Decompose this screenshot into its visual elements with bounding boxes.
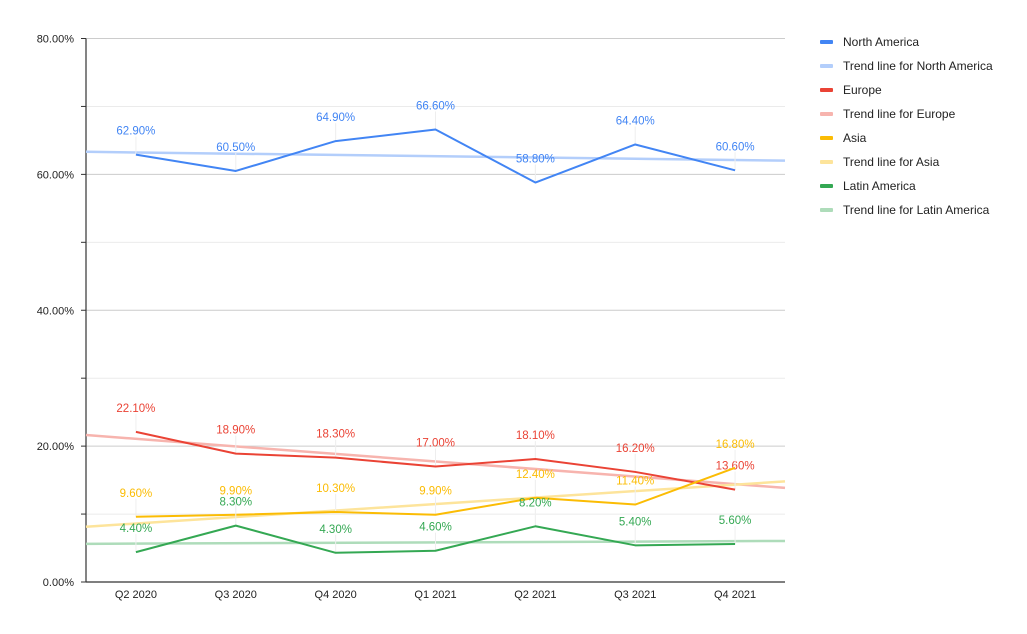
legend-swatch bbox=[820, 40, 833, 44]
series-europe: 22.10%18.90% 18.30%17.00%18.10%16.20%13.6… bbox=[116, 403, 755, 491]
legend-label: Trend line for Latin America bbox=[843, 203, 990, 217]
legend-item[interactable]: Trend line for Europe bbox=[820, 102, 993, 126]
legend-swatch bbox=[820, 208, 833, 212]
series-line-latin-america bbox=[135, 524, 736, 554]
data-label: 22.10% bbox=[116, 403, 155, 415]
data-label: 64.90% bbox=[316, 112, 355, 124]
legend-label: Trend line for Europe bbox=[843, 107, 956, 121]
legend-item[interactable]: North America bbox=[820, 30, 993, 54]
data-label: 18.10% bbox=[516, 430, 555, 442]
data-label: 64.40% bbox=[616, 115, 655, 127]
data-label: 5.40% bbox=[619, 516, 652, 528]
y-tick-label: 40.00% bbox=[37, 305, 75, 317]
data-label: 4.40% bbox=[120, 523, 153, 535]
data-label: 9.90% bbox=[419, 486, 452, 498]
x-tick-label: Q3 2020 bbox=[215, 589, 257, 601]
x-tick-label: Q1 2021 bbox=[414, 589, 456, 601]
x-tick-label: Q3 2021 bbox=[614, 589, 656, 601]
data-label: 58.80% bbox=[516, 154, 555, 166]
legend-label: Trend line for North America bbox=[843, 59, 993, 73]
y-tick-label: 20.00% bbox=[37, 441, 75, 453]
data-label: 5.60% bbox=[719, 515, 752, 527]
data-label: 9.60% bbox=[120, 488, 153, 500]
legend-item[interactable]: Trend line for Latin America bbox=[820, 198, 993, 222]
series-asia: 9.60% 9.90% 10.30% 9.90% 12.40% 11.40% 16.80% bbox=[120, 439, 755, 518]
data-label: 62.90% bbox=[116, 126, 155, 138]
legend-swatch bbox=[820, 112, 833, 116]
x-tick-label: Q4 2021 bbox=[714, 589, 756, 601]
legend-swatch bbox=[820, 136, 833, 140]
series-line-europe bbox=[135, 430, 736, 491]
data-label: 10.30% bbox=[316, 483, 355, 495]
trendline-north-america bbox=[85, 150, 786, 162]
data-label: 17.00% bbox=[416, 438, 455, 450]
x-tick-label: Q4 2020 bbox=[315, 589, 357, 601]
legend-swatch bbox=[820, 88, 833, 92]
legend-label: North America bbox=[843, 35, 920, 49]
data-label: 4.30% bbox=[319, 524, 352, 536]
y-tick-label: 80.00% bbox=[37, 34, 75, 46]
data-label: 18.90% bbox=[216, 425, 255, 437]
data-label: 18.30% bbox=[316, 429, 355, 441]
data-label: 12.40% bbox=[516, 469, 555, 481]
legend-label: Latin America bbox=[843, 179, 916, 193]
legend-swatch bbox=[820, 64, 833, 68]
data-label: 16.80% bbox=[716, 439, 755, 451]
data-label: 60.60% bbox=[716, 141, 755, 153]
data-label: 11.40% bbox=[616, 476, 654, 488]
data-label: 9.90% bbox=[219, 486, 252, 498]
data-label: 4.60% bbox=[419, 522, 452, 534]
data-label: 8.20% bbox=[519, 497, 552, 509]
legend-item[interactable]: Trend line for North America bbox=[820, 54, 993, 78]
series-latin-america: 4.40% 8.30% 4.30% 4.60% 8.20% 5.40% 5.60% bbox=[120, 497, 752, 554]
series-north-america: 62.90% 60.50% 64.90% 66.60% 58.80% 64.40% 60.6… bbox=[116, 101, 755, 184]
data-label: 16.20% bbox=[616, 443, 655, 455]
x-tick-label: Q2 2021 bbox=[514, 589, 556, 601]
data-label: 66.60% bbox=[416, 101, 455, 113]
legend-swatch bbox=[820, 160, 833, 164]
legend-item[interactable]: Trend line for Asia bbox=[820, 150, 993, 174]
legend-item[interactable]: Europe bbox=[820, 78, 993, 102]
legend-item[interactable]: Asia bbox=[820, 126, 993, 150]
legend-item[interactable]: Latin America bbox=[820, 174, 993, 198]
legend-swatch bbox=[820, 184, 833, 188]
y-tick-label: 60.00% bbox=[37, 169, 75, 181]
series-line-north-america bbox=[135, 128, 736, 184]
data-label: 60.50% bbox=[216, 142, 255, 154]
legend-label: Europe bbox=[843, 83, 882, 97]
legend-label: Asia bbox=[843, 131, 867, 145]
data-label: 8.30% bbox=[219, 497, 252, 509]
legend: North America Trend line for North Ameri… bbox=[820, 30, 993, 222]
y-tick-label: 0.00% bbox=[43, 577, 74, 589]
legend-label: Trend line for Asia bbox=[843, 155, 940, 169]
x-tick-label: Q2 2020 bbox=[115, 589, 157, 601]
